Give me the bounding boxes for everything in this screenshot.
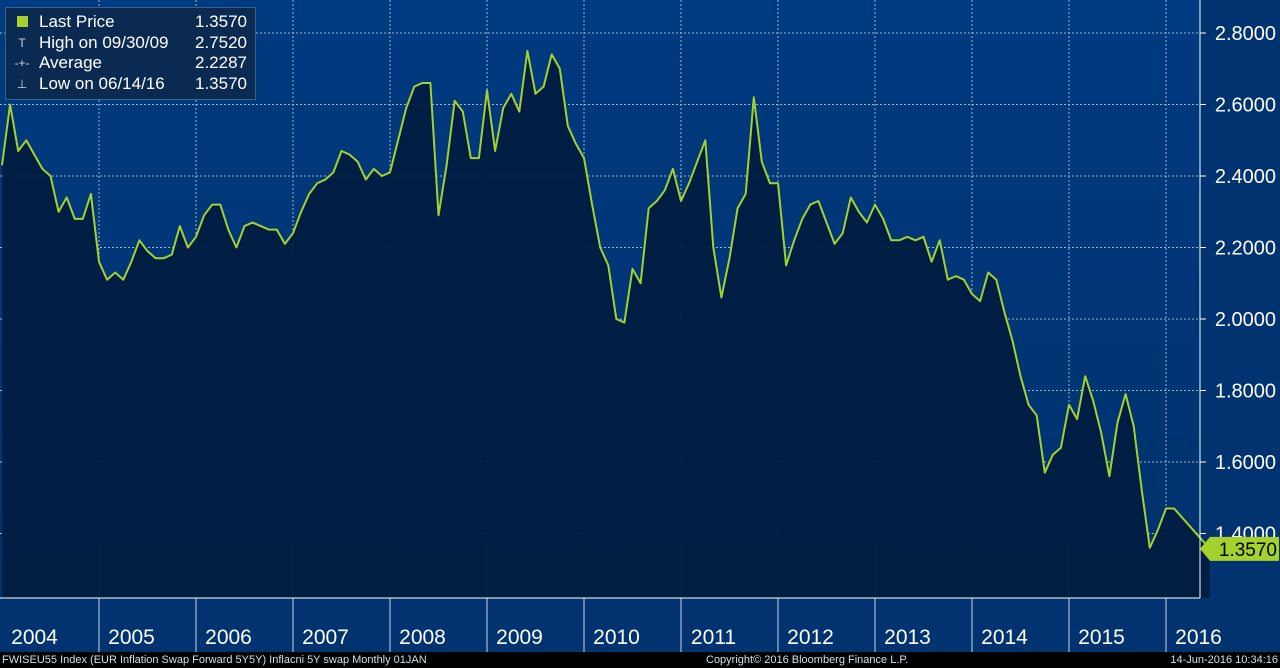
x-tick-label: 2004 (11, 626, 58, 649)
x-tick-label: 2007 (302, 626, 349, 649)
x-tick-label: 2012 (787, 626, 834, 649)
legend-swatch-icon (14, 12, 30, 32)
price-series-line (1, 49, 1211, 550)
x-tick-label: 2006 (205, 626, 252, 649)
legend-label: Low on 06/14/16 (39, 74, 165, 93)
axes: 1.40001.60001.80002.00002.20002.40002.60… (0, 0, 1276, 652)
y-tick-label: 1.6000 (1215, 452, 1276, 474)
legend-value: 2.7520 (195, 33, 247, 52)
last-price-tag (1200, 536, 1279, 561)
y-tick-label: 2.8000 (1215, 23, 1276, 45)
legend: Last Price 1.3570 T High on 09/30/09 2.7… (5, 7, 256, 100)
legend-value: 1.3570 (195, 74, 247, 93)
bottom-axis-background (0, 598, 1280, 652)
y-tick-label: 2.2000 (1215, 238, 1276, 260)
legend-label: Average (39, 53, 103, 72)
x-tick-label: 2010 (593, 626, 640, 649)
legend-value: 2.2287 (195, 53, 247, 72)
x-tick-label: 2016 (1175, 626, 1222, 649)
y-tick-label: 2.0000 (1215, 309, 1276, 331)
x-tick-label: 2014 (981, 626, 1028, 649)
legend-label: High on 09/30/09 (39, 33, 169, 52)
y-tick-label: 2.4000 (1215, 166, 1276, 188)
last-price-callout: 1.3570 (1200, 536, 1279, 561)
x-tick-label: 2015 (1078, 626, 1125, 649)
y-tick-label: 2.6000 (1215, 95, 1276, 117)
legend-row-low: ⊥ Low on 06/14/16 1.3570 (14, 74, 247, 94)
price-area-fill (2, 50, 1210, 598)
x-tick-label: 2005 (108, 626, 155, 649)
x-tick-label: 2011 (691, 626, 736, 649)
x-tick-label: 2013 (884, 626, 931, 649)
footer-bar: FWISEU55 Index (EUR Inflation Swap Forwa… (0, 652, 1280, 668)
right-axis-background (1200, 0, 1280, 598)
footer-description: FWISEU55 Index (EUR Inflation Swap Forwa… (2, 654, 427, 666)
y-tick-label: 1.8000 (1215, 381, 1276, 403)
x-tick-label: 2009 (496, 626, 543, 649)
legend-value: 1.3570 (195, 12, 247, 31)
footer-timestamp: 14-Jun-2016 10:34:16 (1170, 654, 1278, 666)
x-tick-label: 2008 (399, 626, 446, 649)
legend-label: Last Price (39, 12, 115, 31)
legend-row-average: -+- Average 2.2287 (14, 53, 248, 73)
price-line (1, 49, 1211, 550)
price-area (2, 50, 1210, 598)
legend-row-high: T High on 09/30/09 2.7520 (14, 33, 247, 53)
footer-copyright: Copyright© 2016 Bloomberg Finance L.P. (706, 654, 909, 666)
last-price-tag-label: 1.3570 (1219, 540, 1277, 561)
low-marker-icon: ⊥ (16, 77, 28, 91)
average-marker-icon: -+- (14, 56, 30, 70)
legend-row-last-price: Last Price 1.3570 (14, 12, 247, 32)
high-marker-icon: T (18, 36, 26, 50)
